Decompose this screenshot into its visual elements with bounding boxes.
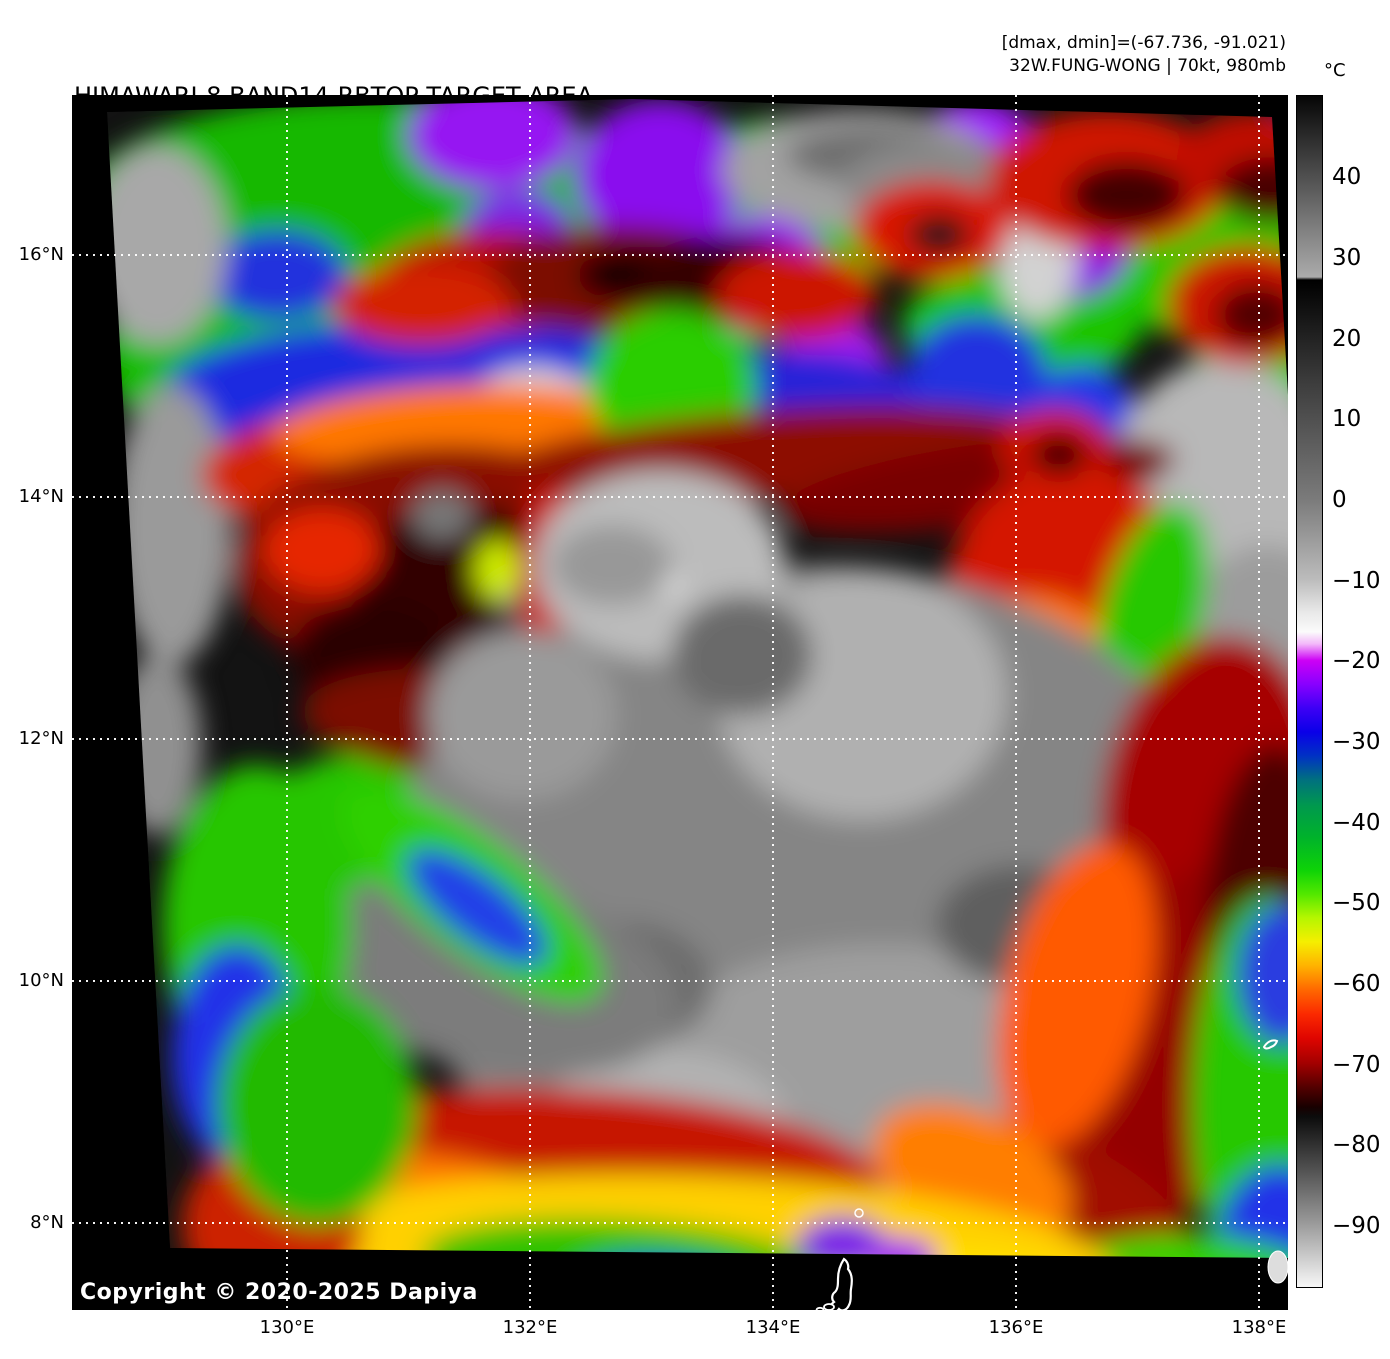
- colorbar-tick-label: −90: [1332, 1212, 1381, 1239]
- colorbar-tick-label: −70: [1332, 1051, 1381, 1078]
- island-outline-palau: [815, 1257, 853, 1310]
- lon-gridline: [286, 95, 288, 1310]
- lon-axis-label: 136°E: [988, 1317, 1044, 1338]
- lat-axis-label: 12°N: [18, 728, 64, 749]
- lon-axis-label: 138°E: [1231, 1317, 1287, 1338]
- lat-gridline: [72, 980, 1288, 982]
- colorbar-tick-label: 40: [1332, 164, 1362, 191]
- colorbar-tick-label: −80: [1332, 1132, 1381, 1159]
- colorbar-tick-label: −30: [1332, 728, 1381, 755]
- island-outline-yap: [854, 1039, 1279, 1218]
- colorbar-tick-label: −20: [1332, 648, 1381, 675]
- colorbar-tick-label: 0: [1332, 486, 1347, 513]
- colorbar-tick-label: −10: [1332, 567, 1381, 594]
- lat-gridline: [72, 496, 1288, 498]
- lat-axis-label: 8°N: [30, 1212, 64, 1233]
- lon-gridline: [772, 95, 774, 1310]
- lat-axis-label: 14°N: [18, 486, 64, 507]
- colorbar-unit-label: °C: [1324, 60, 1346, 81]
- colorbar-tick-label: 20: [1332, 325, 1362, 352]
- colorbar-tick-label: −50: [1332, 890, 1381, 917]
- colorbar: [1296, 95, 1323, 1288]
- colorbar-tick-label: −40: [1332, 809, 1381, 836]
- island-cloud-spot: [1267, 1250, 1288, 1284]
- satellite-image: [107, 99, 1288, 1310]
- colorbar-tick-label: −60: [1332, 970, 1381, 997]
- dmax-dmin-annotation: [dmax, dmin]=(-67.736, -91.021): [1001, 33, 1286, 53]
- lon-gridline: [1258, 95, 1260, 1310]
- lat-axis-label: 16°N: [18, 244, 64, 265]
- data-swath: [107, 99, 1288, 1258]
- lat-axis-label: 10°N: [18, 970, 64, 991]
- colorbar-tick-label: 10: [1332, 406, 1362, 433]
- cloud-field: [107, 99, 1288, 1258]
- lat-gridline: [72, 738, 1288, 740]
- lon-axis-label: 134°E: [745, 1317, 801, 1338]
- lon-gridline: [529, 95, 531, 1310]
- annotation-block: [dmax, dmin]=(-67.736, -91.021) 32W.FUNG…: [1002, 32, 1286, 78]
- satellite-map: Copyright © 2020-2025 Dapiya: [72, 95, 1288, 1310]
- lon-axis-label: 132°E: [502, 1317, 558, 1338]
- storm-info-annotation: 32W.FUNG-WONG | 70kt, 980mb: [1009, 56, 1286, 76]
- copyright-text: Copyright © 2020-2025 Dapiya: [80, 1280, 478, 1305]
- lat-gridline: [72, 1222, 1288, 1224]
- colorbar-tick-label: 30: [1332, 244, 1362, 271]
- lon-gridline: [1015, 95, 1017, 1310]
- lat-gridline: [72, 254, 1288, 256]
- lon-axis-label: 130°E: [259, 1317, 315, 1338]
